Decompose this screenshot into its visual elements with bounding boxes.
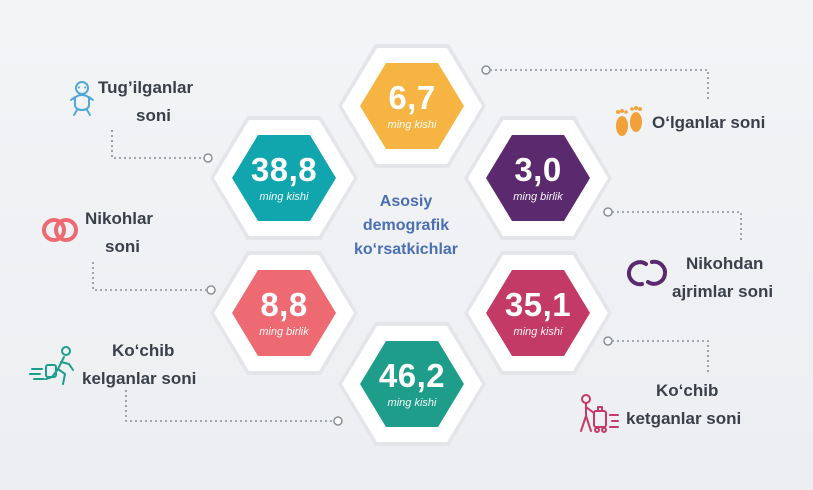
hexagon-nikohdan-ajrimlar-value: 3,0 — [514, 151, 562, 188]
footprints-icon — [616, 106, 642, 136]
broken-rings-icon — [626, 259, 668, 287]
connector-dot-nikohdan-ajrimlar — [603, 207, 613, 217]
label-nikohlar-line-1: Nikohlar — [85, 209, 154, 228]
hexagon-olganlar: 6,7 ming kishi — [338, 44, 486, 168]
hexagon-tugilganlar: 38,8 ming kishi — [210, 116, 358, 240]
center-title-line-3: ko‘rsatkichlar — [353, 241, 459, 258]
label-tugilganlar: Tug’ilganlar soni — [98, 74, 193, 130]
label-nikohdan-ajrimlar-line-2: ajrimlar soni — [672, 282, 774, 301]
connector-dot-kochib-ketganlar — [603, 336, 613, 346]
label-kochib-kelganlar-line-1: Ko‘chib — [112, 341, 175, 360]
label-olganlar-line-1: O‘lganlar soni — [652, 113, 766, 132]
connector-nikohdan-ajrimlar — [612, 211, 742, 242]
connector-kochib-ketganlar — [612, 340, 709, 372]
connector-kochib-kelganlar — [125, 390, 334, 422]
connector-dot-nikohlar — [206, 285, 216, 295]
label-nikohdan-ajrimlar: Nikohdan ajrimlar soni — [672, 250, 773, 306]
hexagon-olganlar-value: 6,7 — [388, 79, 436, 116]
label-kochib-ketganlar-line-2: ketganlar soni — [626, 409, 742, 428]
hexagon-tugilganlar-unit: ming kishi — [259, 191, 309, 203]
hexagon-nikohdan-ajrimlar-unit: ming birlik — [513, 191, 563, 203]
connector-dot-kochib-kelganlar — [333, 416, 343, 426]
running-person-arriving-icon — [29, 346, 74, 385]
baby-icon — [70, 81, 94, 116]
hexagon-kochib-kelganlar-value: 46,2 — [378, 357, 446, 394]
connector-olganlar — [490, 69, 709, 102]
hexagon-nikohlar-value: 8,8 — [260, 286, 308, 323]
hexagon-kochib-kelganlar: 46,2 ming kishi — [338, 322, 486, 446]
label-olganlar: O‘lganlar soni — [652, 109, 765, 137]
person-with-luggage-leaving-icon — [580, 394, 619, 433]
rings-icon — [42, 218, 78, 242]
hexagon-nikohdan-ajrimlar: 3,0 ming birlik — [464, 116, 612, 240]
connector-nikohlar — [92, 262, 207, 291]
hexagon-nikohlar-fill: 8,8 ming birlik — [232, 270, 336, 356]
connector-dot-olganlar — [481, 65, 491, 75]
hexagon-kochib-ketganlar-value: 35,1 — [504, 286, 572, 323]
hexagon-kochib-kelganlar-fill: 46,2 ming kishi — [360, 341, 464, 427]
label-kochib-ketganlar: Ko‘chib ketganlar soni — [626, 377, 741, 433]
label-kochib-kelganlar-line-2: kelganlar soni — [82, 369, 197, 388]
hexagon-kochib-ketganlar: 35,1 ming kishi — [464, 251, 612, 375]
label-kochib-ketganlar-line-1: Ko‘chib — [656, 381, 719, 400]
connector-tugilganlar — [111, 130, 204, 159]
label-nikohdan-ajrimlar-line-1: Nikohdan — [686, 254, 764, 273]
center-title: Asosiy demografik ko‘rsatkichlar — [341, 190, 471, 262]
hexagon-olganlar-unit: ming kishi — [387, 119, 437, 131]
hexagon-olganlar-fill: 6,7 ming kishi — [360, 63, 464, 149]
hexagon-tugilganlar-value: 38,8 — [250, 151, 318, 188]
connector-dot-tugilganlar — [203, 153, 213, 163]
hexagon-kochib-kelganlar-unit: ming kishi — [387, 397, 437, 409]
center-title-line-1: Asosiy — [379, 193, 433, 210]
label-nikohlar-line-2: soni — [105, 237, 140, 256]
hexagon-nikohlar: 8,8 ming birlik — [210, 251, 358, 375]
label-nikohlar: Nikohlar soni — [85, 205, 153, 261]
label-tugilganlar-line-2: soni — [136, 106, 171, 125]
label-tugilganlar-line-1: Tug’ilganlar — [98, 78, 194, 97]
center-title-line-2: demografik — [362, 217, 450, 234]
hexagon-nikohlar-unit: ming birlik — [259, 326, 309, 338]
label-kochib-kelganlar: Ko‘chib kelganlar soni — [82, 337, 196, 393]
hexagon-kochib-ketganlar-unit: ming kishi — [513, 326, 563, 338]
